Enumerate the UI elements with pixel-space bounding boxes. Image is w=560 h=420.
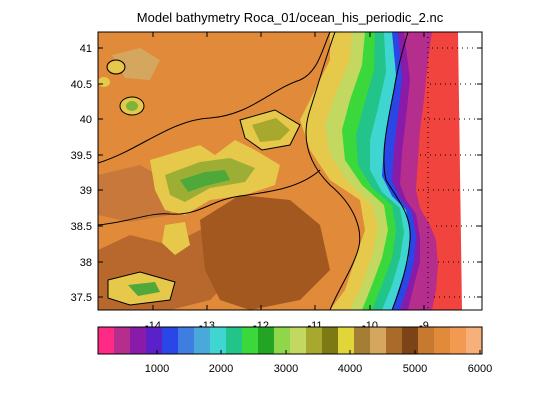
colorbar-tick: 1000 xyxy=(145,350,169,375)
seamount-nw xyxy=(112,48,160,80)
seamount-edge xyxy=(98,77,110,87)
contour-line-4 xyxy=(383,32,411,310)
colorbar-tick: 2000 xyxy=(209,350,233,375)
y-axis: 41 40.5 40 39.5 39 38.5 38 37.5 xyxy=(71,43,482,304)
colorbar-cell xyxy=(162,327,179,354)
colorbar-cell xyxy=(98,327,115,354)
colorbar-cell xyxy=(178,327,195,354)
colorbar-cell xyxy=(322,327,339,354)
y-tick-label: 39 xyxy=(80,185,92,197)
colorbar-cell xyxy=(114,327,131,354)
map-frame xyxy=(97,31,483,311)
colorbar-cell xyxy=(130,327,147,354)
colorbar-cell xyxy=(402,327,419,354)
contour-seamount-nw xyxy=(106,59,126,75)
y-tick-label: 39.5 xyxy=(71,150,92,162)
colorbar-cell xyxy=(290,327,307,354)
colorbar-tick: 4000 xyxy=(338,350,362,375)
colorbar-cell xyxy=(274,327,291,354)
deep-basin-center xyxy=(200,195,330,310)
colorbar-cell xyxy=(370,327,387,354)
colorbar-tick-label: 3000 xyxy=(274,363,298,375)
colorbar-tick-label: 6000 xyxy=(468,363,492,375)
colorbar-cell xyxy=(354,327,371,354)
contour-seamount-south xyxy=(107,271,176,306)
colorbar-cell xyxy=(386,327,403,354)
colorbar-tick-label: 4000 xyxy=(338,363,362,375)
y-tick-label: 37.5 xyxy=(71,292,92,304)
colorbar-cell xyxy=(338,327,355,354)
contour-line-2 xyxy=(98,169,321,226)
seamount-south-core xyxy=(128,282,160,296)
colorbar-tick-label: 5000 xyxy=(403,363,427,375)
x-tick-label: -9 xyxy=(419,320,429,332)
y-tick: 39 xyxy=(80,185,482,197)
seamount-mid xyxy=(162,222,190,255)
colorbar-tick: 5000 xyxy=(403,350,427,375)
colorbar-cell xyxy=(210,327,227,354)
colorbar-cell xyxy=(450,327,467,354)
bank-north-core xyxy=(252,118,290,142)
colorbar-tick: 3000 xyxy=(274,350,298,375)
plot-title: Model bathymetry Roca_01/ocean_his_perio… xyxy=(137,10,444,25)
y-tick: 38 xyxy=(80,257,482,269)
y-tick: 37.5 xyxy=(71,292,482,304)
y-tick-label: 41 xyxy=(80,43,92,55)
contour-bank-north xyxy=(239,109,301,151)
y-tick: 40.5 xyxy=(71,79,482,91)
colorbar-tick: 6000 xyxy=(468,350,492,375)
ridge-core xyxy=(180,170,230,192)
colorbar-tick-label: 1000 xyxy=(145,363,169,375)
colorbar-cell xyxy=(258,327,275,354)
contour-line-1 xyxy=(98,32,331,164)
y-tick: 38.5 xyxy=(71,221,482,233)
colorbar: 1000 2000 3000 4000 5000 6000 xyxy=(97,326,492,375)
y-tick-label: 38.5 xyxy=(71,221,92,233)
y-tick: 41 xyxy=(80,43,482,55)
y-tick: 39.5 xyxy=(71,150,482,162)
contour-seamount-w xyxy=(119,96,145,116)
colorbar-cell xyxy=(306,327,323,354)
y-tick-label: 40 xyxy=(80,114,92,126)
seamount-w-peak xyxy=(126,101,138,111)
colorbar-cell xyxy=(194,327,211,354)
y-tick-label: 38 xyxy=(80,257,92,269)
contour-line-3 xyxy=(305,32,361,310)
map-grid xyxy=(418,32,482,310)
colorbar-cell xyxy=(466,327,483,354)
y-tick: 40 xyxy=(80,114,482,126)
colorbar-cells xyxy=(98,327,483,354)
colorbar-cell xyxy=(226,327,243,354)
land-interior-blank xyxy=(458,32,482,310)
colorbar-cell xyxy=(146,327,163,354)
colorbar-cell xyxy=(242,327,259,354)
y-tick-label: 40.5 xyxy=(71,79,92,91)
colorbar-tick-label: 2000 xyxy=(209,363,233,375)
colorbar-cell xyxy=(418,327,435,354)
x-tick: -9 xyxy=(419,32,429,332)
colorbar-frame xyxy=(97,326,483,355)
bathymetry-map xyxy=(97,31,483,311)
seamount-nw-peak xyxy=(108,61,124,73)
colorbar-cell xyxy=(434,327,451,354)
